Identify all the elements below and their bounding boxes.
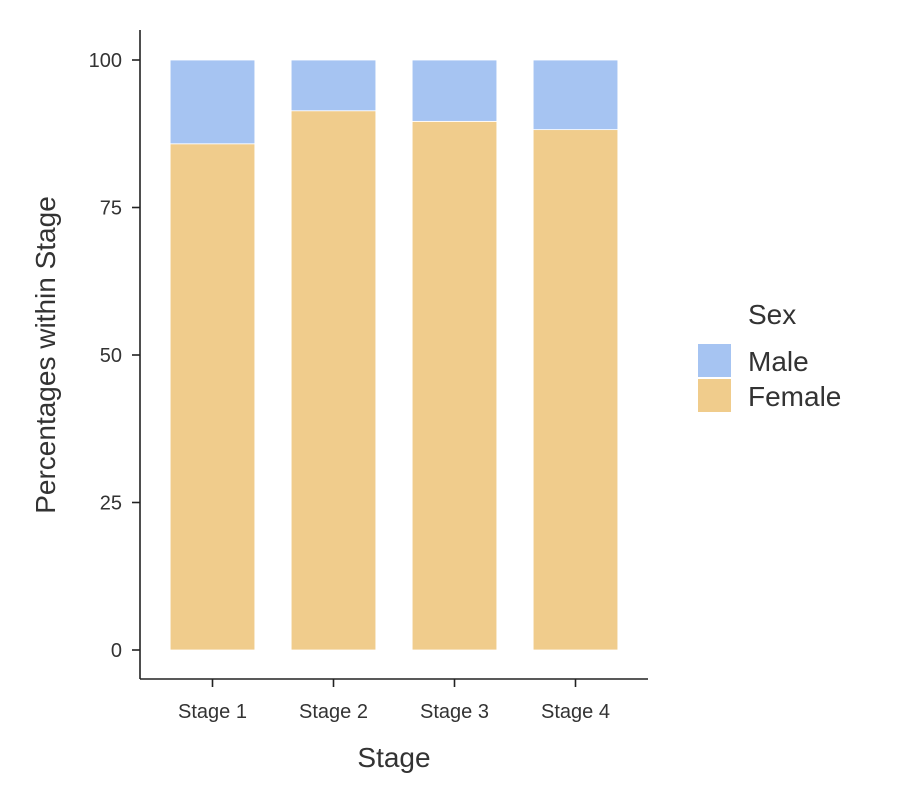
- bar-female-4: [532, 129, 619, 651]
- y-tick-label: 0: [111, 640, 122, 662]
- legend-swatch-male: [698, 344, 731, 377]
- y-tick-label: 75: [100, 198, 122, 220]
- bars-layer: [169, 59, 619, 651]
- bar-male-4: [532, 59, 619, 131]
- legend-label-female: Female: [748, 381, 841, 412]
- bar-male-1: [169, 59, 256, 145]
- legend-items: Male Female: [698, 344, 841, 412]
- x-tick-label: Stage 4: [541, 701, 610, 723]
- x-tick-label: Stage 3: [420, 701, 489, 723]
- legend-swatch-female: [698, 379, 731, 412]
- legend-title: Sex: [748, 299, 796, 330]
- y-axis-title: Percentages within Stage: [30, 196, 61, 514]
- y-tick-label: 25: [100, 493, 122, 515]
- x-axis-title: Stage: [357, 742, 430, 773]
- bar-female-3: [411, 120, 498, 651]
- bar-male-2: [290, 59, 377, 112]
- x-ticks: Stage 1 Stage 2 Stage 3 Stage 4: [178, 679, 610, 723]
- x-tick-label: Stage 2: [299, 701, 368, 723]
- y-tick-label: 50: [100, 345, 122, 367]
- legend-label-male: Male: [748, 346, 809, 377]
- bar-male-3: [411, 59, 498, 122]
- y-tick-label: 100: [89, 50, 122, 72]
- y-ticks: 0 25 50 75 100: [89, 50, 140, 662]
- legend: Sex Male Female: [698, 299, 841, 412]
- x-tick-label: Stage 1: [178, 701, 247, 723]
- bar-female-1: [169, 143, 256, 651]
- bar-female-2: [290, 110, 377, 651]
